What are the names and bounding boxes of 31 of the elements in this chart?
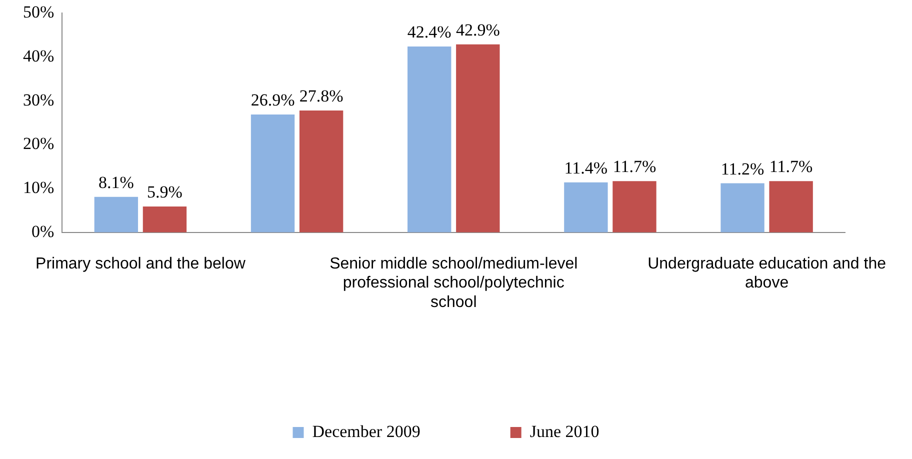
y-tick-label: 10% bbox=[22, 178, 54, 198]
data-label: 26.9% bbox=[250, 90, 295, 110]
bar bbox=[408, 46, 452, 232]
y-tick-label: 50% bbox=[22, 2, 54, 22]
legend-label: June 2010 bbox=[530, 422, 600, 441]
bar bbox=[456, 44, 500, 232]
bar bbox=[250, 114, 295, 232]
x-tick-label: Undergraduate education and the above bbox=[648, 255, 886, 292]
y-tick-label: 40% bbox=[22, 46, 54, 66]
y-tick-label: 0% bbox=[31, 222, 54, 241]
bar bbox=[142, 206, 187, 232]
data-label: 5.9% bbox=[147, 182, 182, 202]
data-label: 11.7% bbox=[769, 157, 813, 176]
data-label: 42.4% bbox=[407, 22, 452, 42]
x-tick-label: Primary school and the below bbox=[36, 255, 246, 272]
data-label: 27.8% bbox=[299, 86, 344, 106]
y-tick-label: 30% bbox=[22, 90, 54, 110]
y-tick-label: 20% bbox=[22, 134, 54, 154]
data-label: 11.4% bbox=[564, 158, 608, 178]
legend-label: December 2009 bbox=[312, 422, 420, 441]
bar bbox=[299, 110, 344, 232]
data-label: 11.2% bbox=[720, 159, 764, 178]
bar bbox=[769, 181, 813, 232]
bar bbox=[720, 183, 764, 232]
data-label: 42.9% bbox=[456, 20, 500, 40]
bar bbox=[94, 196, 138, 232]
data-label: 11.7% bbox=[612, 157, 656, 176]
data-label: 8.1% bbox=[98, 172, 134, 192]
bar bbox=[612, 181, 656, 232]
x-tick-label: Senior middle school/medium-level professional school/polytechnic school bbox=[330, 255, 578, 311]
bar bbox=[564, 182, 608, 232]
